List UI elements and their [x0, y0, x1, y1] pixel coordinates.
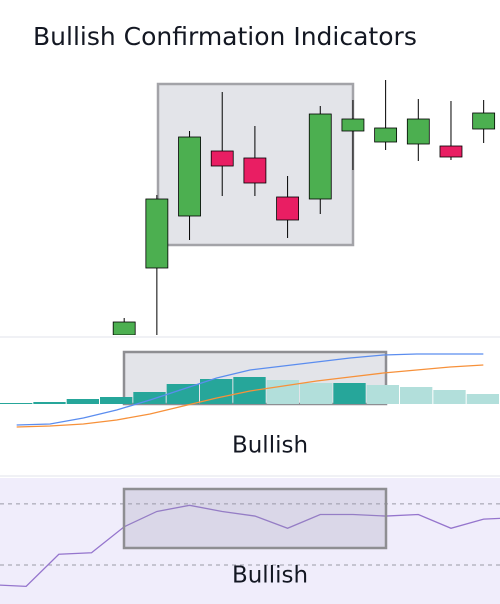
histogram-bar — [333, 383, 366, 404]
histogram-bar — [400, 387, 433, 404]
chart-title: Bullish Confirmation Indicators — [33, 22, 417, 51]
candle-body — [243, 157, 267, 184]
candle-body — [308, 113, 332, 200]
histogram-bar — [266, 380, 299, 404]
highlight-box — [122, 487, 388, 550]
annotation: Bullish — [232, 563, 308, 589]
indicator-line — [16, 364, 484, 428]
rsi-background — [0, 478, 500, 604]
histogram-bar — [33, 402, 66, 404]
candle-body — [472, 112, 496, 130]
rsi-panel — [0, 503, 500, 588]
histogram-bar — [166, 384, 199, 404]
candle-body — [374, 127, 398, 143]
annotation: Bullish — [232, 433, 308, 459]
histogram-bar — [300, 383, 333, 404]
candle-body — [406, 118, 430, 145]
histogram-bar — [433, 390, 466, 404]
histogram-bar — [133, 392, 166, 404]
histogram-bar — [0, 403, 33, 404]
histogram-bar — [66, 399, 99, 404]
candle-body — [276, 196, 299, 221]
candle-body — [178, 136, 201, 217]
histogram-bar — [100, 397, 133, 404]
candle-body — [439, 145, 463, 158]
histogram-bar — [466, 394, 499, 404]
histogram-bar — [366, 385, 399, 404]
histogram-bar — [200, 379, 233, 404]
candle-body — [145, 198, 169, 269]
macd-panel — [0, 353, 499, 428]
rsi-line — [0, 504, 500, 588]
candle-body — [210, 150, 234, 167]
indicator-line — [16, 353, 484, 426]
candle-body — [341, 118, 365, 132]
price-panel — [112, 80, 496, 335]
candle-body — [112, 321, 136, 335]
